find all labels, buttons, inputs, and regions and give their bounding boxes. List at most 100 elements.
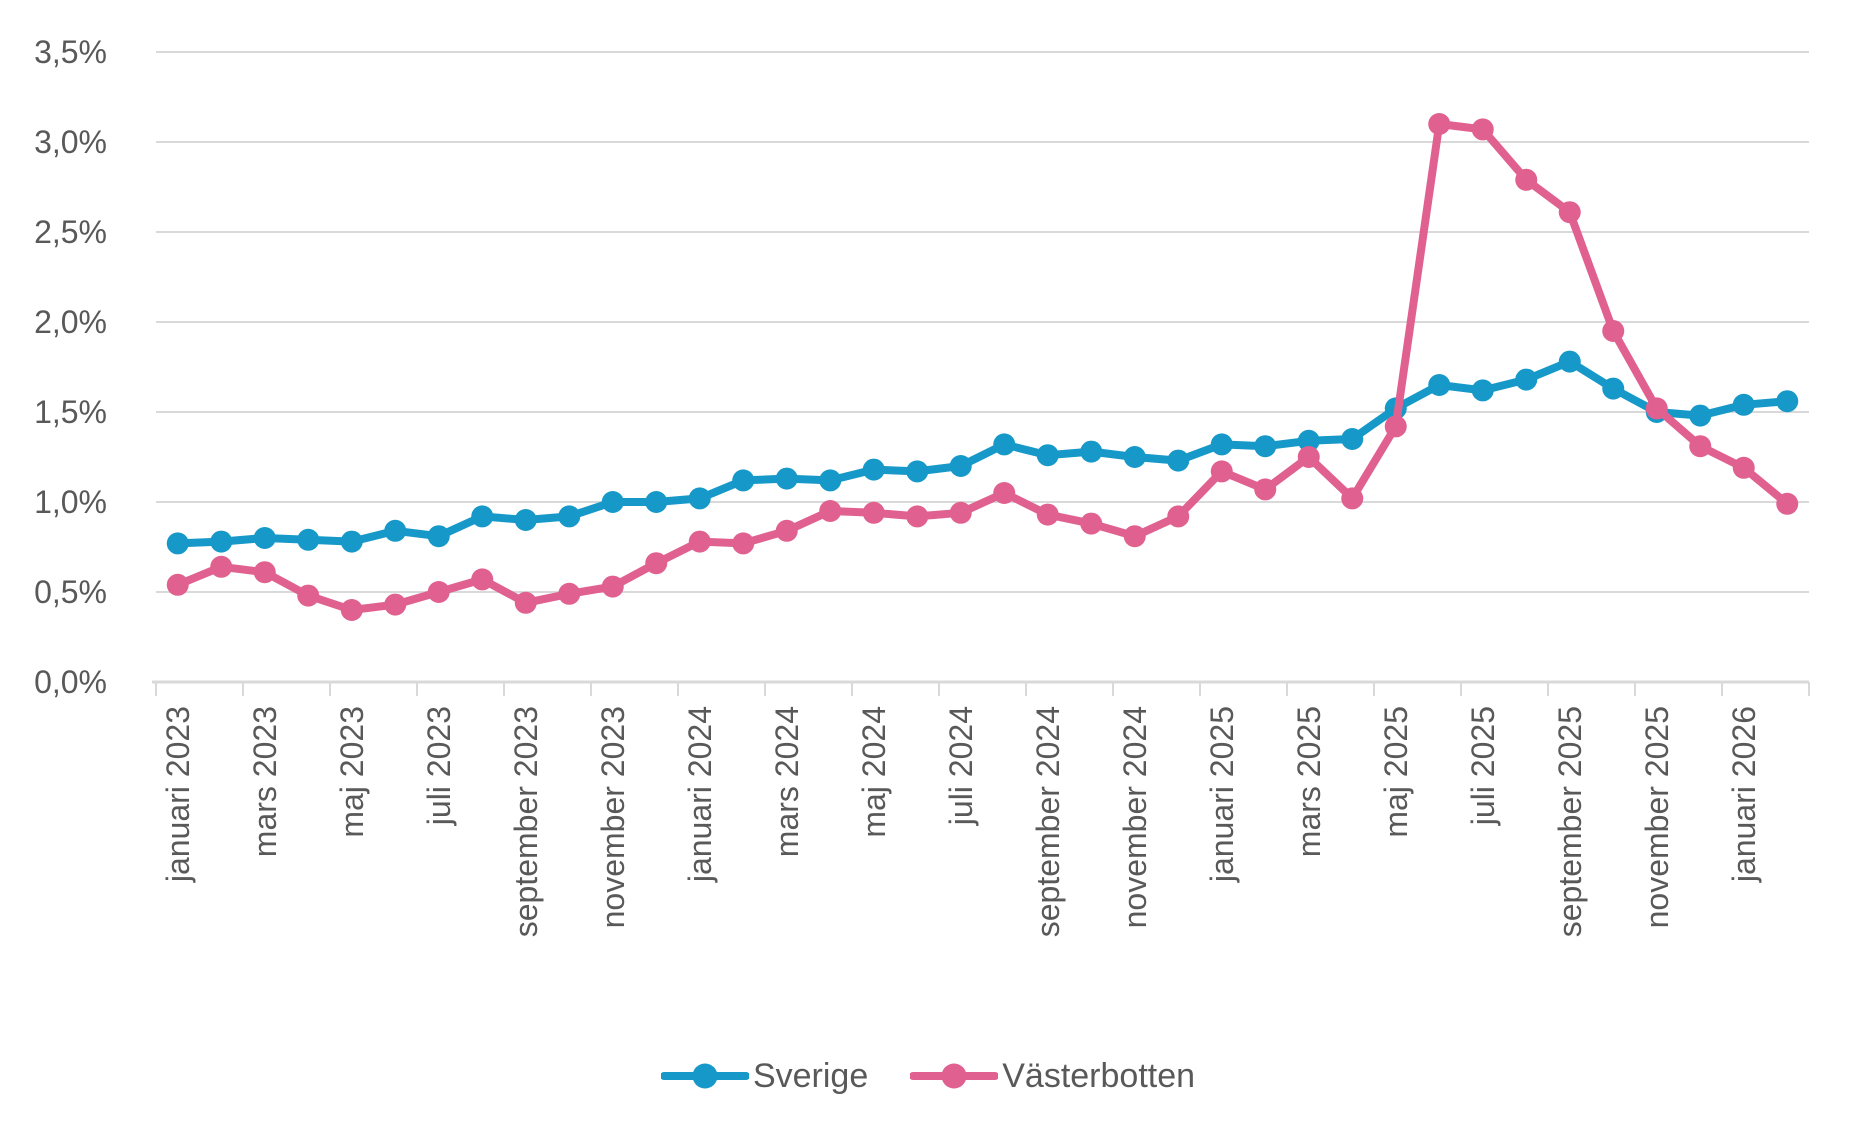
y-axis-tick-label: 1,0%	[34, 484, 107, 520]
data-point-vasterbotten	[1384, 415, 1407, 438]
x-axis-tick-label: mars 2025	[1291, 706, 1327, 857]
data-point-vasterbotten	[1254, 478, 1277, 501]
data-point-sverige	[1123, 446, 1146, 468]
data-point-sverige	[1254, 435, 1277, 458]
x-axis-tick-label: januari 2023	[160, 706, 196, 883]
data-point-sverige	[775, 467, 798, 490]
x-axis-tick-label: januari 2025	[1204, 706, 1240, 883]
data-point-vasterbotten	[688, 530, 711, 553]
data-point-sverige	[514, 509, 537, 531]
data-point-sverige	[1689, 404, 1712, 427]
data-point-sverige	[1167, 449, 1190, 472]
data-point-vasterbotten	[1167, 505, 1190, 528]
y-axis-tick-label: 0,0%	[34, 664, 107, 700]
data-point-vasterbotten	[645, 552, 668, 575]
y-axis-tick-label: 2,0%	[34, 304, 107, 340]
data-point-sverige	[1036, 444, 1059, 467]
data-point-vasterbotten	[1645, 397, 1668, 420]
data-point-vasterbotten	[210, 555, 233, 578]
data-point-vasterbotten	[340, 599, 363, 621]
legend-label-sverige: Sverige	[752, 1057, 869, 1095]
y-axis-tick-label: 3,5%	[34, 34, 107, 70]
data-point-sverige	[1732, 393, 1755, 416]
data-point-sverige	[340, 530, 363, 553]
data-point-sverige	[862, 458, 885, 481]
data-point-sverige	[906, 460, 929, 483]
x-axis-tick-label: januari 2024	[682, 706, 718, 883]
legend-item-vasterbotten: Västerbotten	[910, 1059, 1195, 1093]
data-point-sverige	[1341, 428, 1364, 450]
data-point-vasterbotten	[775, 519, 798, 542]
data-point-vasterbotten	[427, 581, 450, 603]
data-point-vasterbotten	[514, 591, 537, 614]
x-axis-tick-label: september 2024	[1030, 706, 1066, 937]
x-axis-tick-label: september 2023	[508, 706, 544, 937]
data-point-sverige	[1602, 377, 1625, 400]
data-point-vasterbotten	[297, 584, 320, 607]
data-point-sverige	[471, 505, 494, 528]
data-point-vasterbotten	[253, 561, 276, 584]
x-axis-tick-label: november 2024	[1117, 706, 1153, 928]
x-axis-tick-label: november 2025	[1639, 706, 1675, 928]
data-point-sverige	[645, 491, 668, 513]
x-axis-tick-label: juli 2025	[1465, 706, 1501, 826]
x-axis-tick-label: september 2025	[1552, 706, 1588, 937]
legend-label-vasterbotten: Västerbotten	[1002, 1057, 1196, 1095]
x-axis-tick-label: januari 2026	[1726, 706, 1762, 883]
data-point-vasterbotten	[1515, 168, 1538, 191]
series-line-sverige	[173, 357, 1792, 548]
data-point-sverige	[819, 469, 842, 492]
data-point-sverige	[166, 532, 189, 555]
data-point-sverige	[384, 519, 407, 542]
data-point-vasterbotten	[993, 482, 1016, 504]
x-axis-tick-label: maj 2024	[856, 706, 892, 838]
data-point-sverige	[1210, 433, 1233, 456]
data-point-sverige	[601, 491, 624, 513]
y-axis-tick-label: 0,5%	[34, 574, 107, 610]
data-point-sverige	[1471, 379, 1494, 402]
data-point-vasterbotten	[819, 500, 842, 522]
x-axis-tick-label: juli 2024	[943, 706, 979, 826]
legend-item-sverige: Sverige	[660, 1057, 869, 1095]
x-axis-tick-label: mars 2024	[769, 706, 805, 857]
data-point-vasterbotten	[1123, 525, 1146, 548]
legend-marker-vasterbotten-icon	[910, 1063, 999, 1089]
data-point-vasterbotten	[471, 568, 494, 591]
data-point-vasterbotten	[1689, 435, 1712, 458]
data-point-vasterbotten	[1732, 456, 1755, 479]
x-axis-tick-label: november 2023	[595, 706, 631, 928]
data-point-sverige	[297, 528, 320, 551]
data-point-sverige	[1297, 429, 1320, 452]
data-point-vasterbotten	[1602, 320, 1625, 342]
y-axis-tick-label: 2,5%	[34, 214, 107, 250]
data-point-sverige	[1080, 440, 1103, 463]
data-point-vasterbotten	[862, 501, 885, 524]
data-point-vasterbotten	[732, 532, 755, 555]
x-axis-tick-label: juli 2023	[421, 706, 457, 826]
data-point-vasterbotten	[906, 505, 929, 528]
data-point-vasterbotten	[1471, 118, 1494, 141]
data-point-vasterbotten	[558, 582, 581, 605]
data-point-vasterbotten	[1036, 503, 1059, 526]
data-point-vasterbotten	[1558, 201, 1581, 224]
data-point-sverige	[949, 455, 972, 477]
x-axis-tick-label: maj 2025	[1378, 706, 1414, 838]
data-point-vasterbotten	[384, 593, 407, 616]
data-point-sverige	[1515, 368, 1538, 391]
data-point-vasterbotten	[1428, 113, 1451, 135]
data-point-vasterbotten	[1080, 512, 1103, 535]
data-point-vasterbotten	[1297, 446, 1320, 468]
data-point-vasterbotten	[1210, 460, 1233, 483]
data-point-sverige	[210, 530, 233, 553]
data-point-sverige	[993, 433, 1016, 456]
x-axis-tick-label: maj 2023	[334, 706, 370, 838]
data-point-sverige	[688, 487, 711, 510]
data-point-sverige	[1558, 350, 1581, 373]
data-point-sverige	[1776, 390, 1799, 413]
data-point-vasterbotten	[601, 575, 624, 598]
data-point-vasterbotten	[1341, 487, 1364, 510]
data-point-sverige	[253, 527, 276, 549]
